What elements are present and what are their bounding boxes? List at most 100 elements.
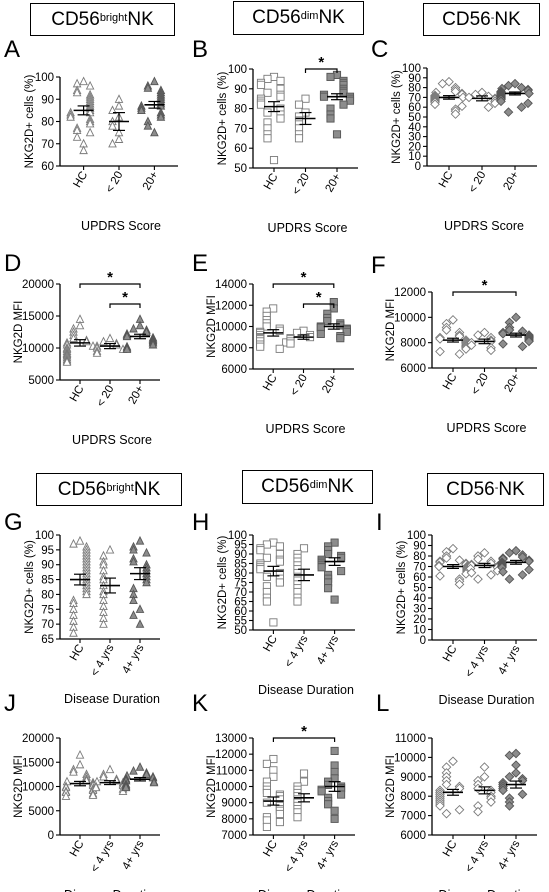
header-base: CD56 [252,7,301,28]
y-tick-label: 30 [408,132,421,144]
data-point [85,80,95,90]
header-sup: bright [99,11,128,24]
data-point [269,618,278,627]
data-point [143,83,153,92]
y-tick-label: 70 [413,562,426,574]
data-point [316,329,325,338]
data-point [286,339,295,348]
significance-star: * [301,723,307,740]
significance-bracket [272,283,335,288]
data-point [517,570,528,580]
x-tick-label: 20+ [141,169,161,192]
data-point [129,544,138,554]
data-point [69,538,78,548]
data-point [275,578,284,587]
data-point [114,134,124,143]
data-point [263,134,272,143]
data-point [326,114,335,123]
y-tick-label: 20 [408,141,421,153]
panel-letter-k: K [192,690,209,717]
data-point [503,80,514,91]
data-point [473,574,483,584]
data-point [275,542,284,551]
data-point [498,328,508,339]
y-tick-label: 80 [234,568,247,580]
data-point [262,822,271,831]
data-point [450,109,461,119]
data-point [75,535,85,545]
y-tick-label: 12000 [215,749,247,761]
x-axis-label: Disease Duration [439,693,535,707]
data-point [473,330,483,340]
x-tick-label: HC [261,839,280,859]
y-tick-label: 65 [234,597,247,609]
x-tick-label: < 4 yrs [463,838,491,874]
data-point [275,557,284,566]
data-point [61,791,71,800]
y-tick-label: 90 [41,94,54,106]
data-point [517,552,528,562]
x-axis-label: Disease Duration [258,888,354,892]
y-tick-label: 0 [420,635,426,647]
data-point [75,759,85,769]
x-axis-label: UPDRS Score [268,221,348,235]
data-point [441,553,452,563]
data-point [256,80,266,89]
data-point [262,572,271,581]
data-point [122,344,132,353]
significance-bracket [302,303,335,308]
y-tick-label: 65 [41,634,54,646]
data-point [269,156,279,165]
header-base: CD56 [57,478,107,500]
data-point [294,100,304,109]
chart-d: 5000 10000 15000 20000 NKG2D MFI HC < 20 20+ UPD… [13,269,160,447]
data-point [142,769,151,779]
header-base: CD56 [261,476,310,497]
y-axis-label: NKG2D+ cells (%) [24,75,36,169]
data-point [454,349,465,359]
y-tick-label: 80 [234,104,247,116]
data-point [464,92,474,103]
y-tick-label: 5000 [28,375,54,387]
y-tick-label: 10000 [215,322,247,334]
data-point [498,566,508,577]
data-point [269,772,278,781]
x-tick-label: 20+ [501,169,521,192]
y-tick-label: 60 [413,572,426,584]
data-point [256,546,265,555]
y-tick-label: 20 [413,614,426,626]
data-point [263,88,272,97]
data-point [435,571,445,581]
y-axis-label: NKG2D+ cells (%) [217,72,229,166]
y-tick-label: 85 [41,575,54,587]
y-tick-label: 6000 [400,363,426,375]
y-tick-label: 14000 [215,279,247,291]
y-tick-label: 10 [408,151,421,163]
x-tick-label: < 4 yrs [463,643,491,679]
y-tick-label: 9000 [400,772,426,784]
data-point [337,567,346,576]
x-tick-label: 4+ yrs [315,838,341,872]
significance-star: * [301,269,307,286]
data-point [129,323,138,333]
y-tick-label: 20000 [22,733,54,745]
y-tick-label: 11000 [395,733,426,745]
y-axis-label: NKG2D+ cells (%) [217,536,229,630]
x-tick-label: HC [441,644,460,664]
header-cd56-dim-top: CD56 dim NK [233,1,364,35]
data-point [137,105,146,115]
significance-star: * [107,269,113,286]
header-cd56-bright-bottom: CD56 bright NK [36,473,182,506]
y-tick-label: 7000 [221,830,247,842]
panel-letter-a: A [4,36,21,63]
significance-star: * [482,277,488,294]
data-point [504,801,515,811]
data-point [72,132,82,141]
data-point [330,814,339,823]
y-axis-label: NKG2D MFI [385,755,397,818]
y-tick-label: 12000 [394,287,426,299]
data-point [99,619,108,628]
data-point [498,339,508,349]
x-tick-label: 4+ yrs [315,633,341,667]
